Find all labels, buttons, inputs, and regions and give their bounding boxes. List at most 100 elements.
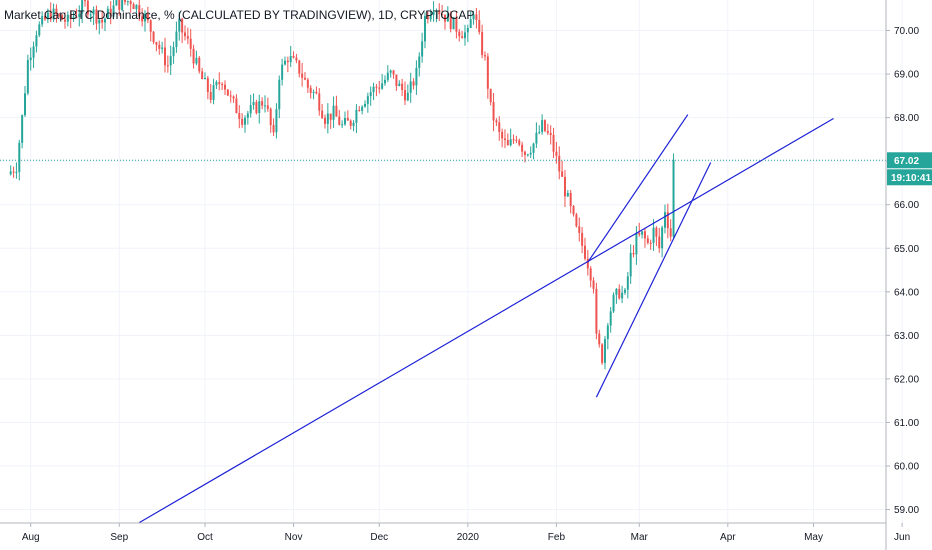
candle-body [501,131,504,139]
candle-body [218,82,221,85]
x-tick-label: Oct [197,532,213,543]
candle-body [118,0,121,10]
candle-body [369,92,372,97]
candle-body [503,138,506,140]
candle-body [158,44,161,49]
candle-body [226,89,229,96]
candle-body [329,113,332,120]
candle-body [69,14,72,19]
candle-body [15,171,18,173]
x-tick-label: Nov [285,532,303,543]
candle-body [538,132,541,134]
candle-body [106,8,109,19]
candle-body [115,0,118,6]
x-tick-label: Sep [110,532,128,543]
candle-body [221,84,224,86]
candle-body [215,82,218,86]
trendlines[interactable] [138,114,834,524]
candle-body [338,116,341,125]
y-tick-label: 64.00 [894,287,919,298]
candle-body [566,192,569,197]
candle-body [372,86,375,93]
candle-body [112,5,115,17]
candle-body [52,8,55,20]
candle-body [532,143,535,153]
candle-body [435,11,438,13]
countdown-badge [887,169,932,186]
candle-body [415,67,418,86]
candle-body [9,171,12,175]
candle-body [152,31,155,43]
price-axis[interactable]: 70.0069.0068.0067.0066.0065.0064.0063.00… [885,0,932,550]
candle-body [472,14,475,20]
candle-body [109,8,112,17]
candle-body [426,16,429,20]
candle-body [461,36,464,39]
candle-body [95,9,98,24]
candle-body [386,72,389,80]
trendline [587,114,689,263]
candle-body [183,32,186,37]
candle-body [618,288,621,299]
candle-body [583,245,586,259]
candle-body [438,11,441,15]
candle-body [452,17,455,30]
candle-body [412,81,415,86]
candle-body [666,212,669,229]
y-tick-label: 66.00 [894,200,919,211]
candle-body [318,93,321,111]
candle-body [661,227,664,249]
candle-body [238,113,241,119]
candle-body [292,56,295,58]
candle-body [589,268,592,281]
candle-body [43,16,46,20]
candle-body [323,117,326,124]
candle-body [481,32,484,56]
candle-body [269,108,272,126]
candle-body [521,144,524,152]
time-axis[interactable]: Aug Sep Oct Nov Dec 2020 Feb Mar Apr May Jun [0,522,910,543]
candle-body [592,280,595,289]
candle-body [246,113,249,118]
candle-body [175,31,178,48]
candle-body [306,79,309,88]
candle-body [475,14,478,21]
candle-body [403,90,406,101]
candle-body [598,333,601,345]
candle-body [101,19,104,23]
candle-body [375,86,378,88]
candle-body [75,16,78,18]
candle-body [398,83,401,87]
x-tick-label: 2020 [457,532,480,543]
candle-body [669,228,672,237]
candle-body [83,0,86,2]
candle-body [395,74,398,87]
candle-body [58,14,61,16]
candle-body [466,28,469,33]
candle-body [149,20,152,32]
candle-body [35,35,38,47]
candle-body [629,252,632,277]
candle-body [423,16,426,42]
candle-body [23,93,26,116]
candle-body [38,24,41,36]
candle-body [555,151,558,156]
candle-body [638,232,641,235]
candle-body [281,64,284,80]
candle-body [378,87,381,89]
candle-body [392,70,395,75]
candle-body [186,36,189,39]
candle-body [195,57,198,64]
candle-body [21,115,24,143]
candle-body [326,113,329,124]
candle-body [321,110,324,118]
candle-body [92,9,95,15]
y-tick-label: 59.00 [894,505,919,516]
candle-body [121,0,124,10]
candle-body [203,77,206,80]
candle-body [509,139,512,146]
candle-body [132,4,135,10]
candle-body [163,47,166,66]
candle-body [569,192,572,207]
